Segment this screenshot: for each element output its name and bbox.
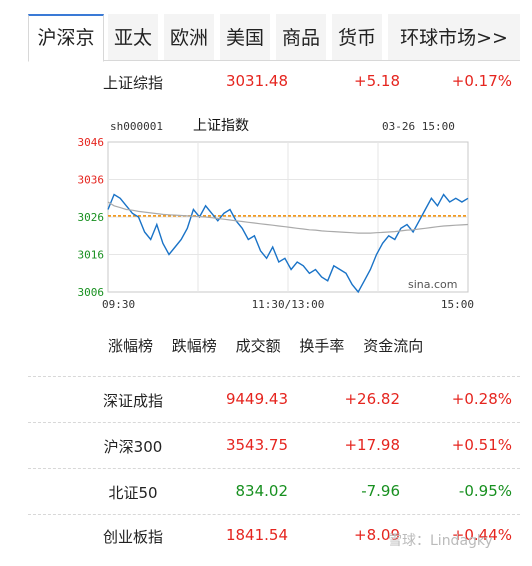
index-price: 834.02: [235, 482, 289, 500]
index-change: +8.09: [354, 526, 400, 544]
divider: [28, 376, 520, 377]
y-tick-label: 3006: [78, 286, 105, 299]
divider: [28, 468, 520, 469]
index-change: -7.96: [361, 482, 400, 500]
index-percent: +0.44%: [451, 526, 512, 544]
tab-commodities[interactable]: 商品: [276, 14, 326, 60]
price-line: [107, 193, 469, 294]
index-percent: +0.17%: [451, 72, 512, 90]
watermark: 雪球：Lindagky: [388, 533, 493, 549]
index-percent: -0.95%: [458, 482, 512, 500]
y-tick-label: 3016: [78, 249, 105, 262]
rank-links: 涨幅榜 跌幅榜 成交额 换手率 资金流向: [108, 335, 437, 356]
index-change: +5.18: [354, 72, 400, 90]
market-tabs: 沪深京 亚太 欧洲 美国 商品 货币 环球市场>>: [28, 14, 520, 62]
link-losers[interactable]: 跌幅榜: [171, 337, 217, 355]
x-tick-label: 09:30: [102, 298, 135, 311]
y-tick-label: 3036: [78, 174, 105, 187]
index-name: 上证综指: [102, 74, 163, 92]
index-row[interactable]: 深证成指 9449.43 +26.82 +0.28%: [58, 390, 520, 430]
link-capital-flow[interactable]: 资金流向: [363, 337, 424, 355]
link-turnover[interactable]: 成交额: [235, 337, 281, 355]
tab-europe[interactable]: 欧洲: [164, 14, 214, 60]
index-name: 沪深300: [103, 438, 163, 456]
index-row[interactable]: 创业板指 1841.54 +8.09 +0.44%: [58, 526, 520, 566]
index-row[interactable]: 沪深300 3543.75 +17.98 +0.51%: [58, 436, 520, 476]
index-price: 9449.43: [225, 390, 288, 408]
index-percent: +0.51%: [451, 436, 512, 454]
index-percent: +0.28%: [451, 390, 512, 408]
chart-code: sh000001: [110, 120, 163, 133]
link-turnover-rate[interactable]: 换手率: [299, 337, 345, 355]
x-tick-label: 15:00: [441, 298, 474, 311]
index-change: +26.82: [344, 390, 400, 408]
index-name: 创业板指: [102, 528, 163, 546]
tab-global-markets[interactable]: 环球市场>>: [388, 14, 520, 60]
x-tick-label: 11:30/13:00: [252, 298, 325, 311]
index-change: +17.98: [344, 436, 400, 454]
tab-usa[interactable]: 美国: [220, 14, 270, 60]
divider: [28, 514, 520, 515]
y-tick-label: 3026: [78, 211, 105, 224]
y-tick-label: 3046: [78, 136, 105, 149]
chart-datetime: 03-26 15:00: [382, 120, 455, 133]
index-row[interactable]: 北证50 834.02 -7.96 -0.95%: [58, 482, 520, 522]
link-gainers[interactable]: 涨幅榜: [108, 337, 154, 355]
tab-currency[interactable]: 货币: [332, 14, 382, 60]
index-price: 1841.54: [225, 526, 288, 544]
chart-name: 上证指数: [193, 118, 249, 134]
divider: [28, 422, 520, 423]
chart-brand: sina.com: [408, 278, 458, 291]
tab-hushenjing[interactable]: 沪深京: [28, 14, 104, 62]
index-name: 北证50: [108, 484, 158, 502]
intraday-chart[interactable]: sh000001 上证指数 03-26 15:00 30463036302630…: [60, 110, 490, 322]
tab-asia-pacific[interactable]: 亚太: [108, 14, 158, 60]
index-name: 深证成指: [102, 392, 163, 410]
index-price: 3031.48: [225, 72, 288, 90]
index-row-shanghai[interactable]: 上证综指 3031.48 +5.18 +0.17%: [58, 72, 520, 112]
average-line: [107, 201, 469, 234]
index-price: 3543.75: [225, 436, 288, 454]
